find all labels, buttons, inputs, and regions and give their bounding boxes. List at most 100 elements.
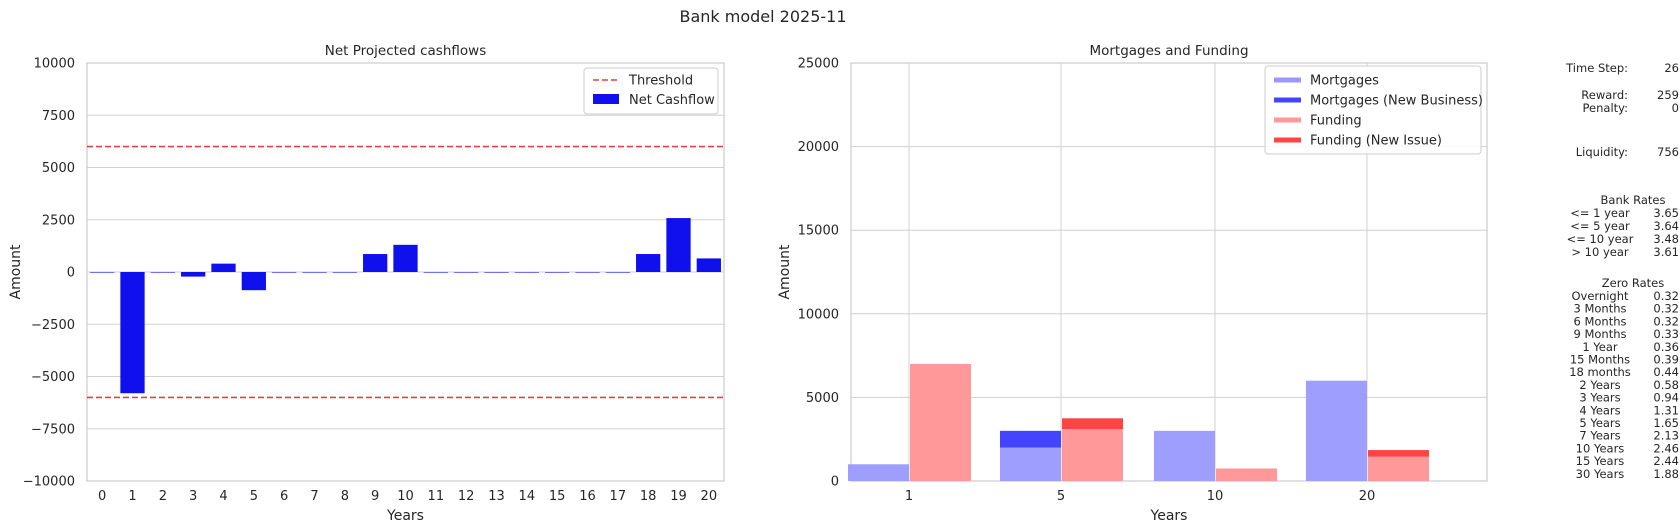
x-tick-label: 11 (428, 489, 445, 504)
x-axis-label: Years (1150, 508, 1188, 524)
zero-rate-value: 1.31 (1653, 403, 1679, 417)
x-tick-label: 3 (189, 489, 197, 504)
bar (181, 272, 206, 277)
bar-mortgages (848, 464, 909, 481)
x-tick-label: 16 (579, 489, 596, 504)
bar (454, 272, 479, 273)
zero-rate-label: 30 Years (1576, 467, 1625, 481)
legend-threshold-label: Threshold (628, 74, 693, 89)
x-tick-label: 5 (250, 489, 258, 504)
legend-label: Mortgages (New Business) (1310, 94, 1483, 109)
zero-rate-label: 4 Years (1579, 403, 1620, 417)
zero-rate-value: 0.58 (1653, 378, 1679, 392)
zero-rate-value: 0.94 (1653, 391, 1679, 405)
bar-funding-new-issue (1368, 450, 1429, 457)
bank-rate-value: 3.64 (1653, 219, 1679, 233)
y-tick-label: −5000 (31, 370, 75, 385)
chart-title: Net Projected cashflows (325, 43, 486, 59)
bar (423, 272, 448, 273)
side-panel: Time Step: 26 Reward: 259 Penalty: 0 Liquidity… (1565, 61, 1679, 481)
x-tick-label: 19 (670, 489, 687, 504)
x-tick-label: 9 (371, 489, 379, 504)
y-tick-label: 25000 (798, 57, 839, 72)
stat-label: Liquidity: (1576, 145, 1628, 159)
y-tick-label: 5000 (806, 391, 839, 406)
zero-rate-label: 7 Years (1579, 429, 1620, 443)
zero-rate-label: 18 months (1569, 365, 1631, 379)
legend-label: Funding (1310, 114, 1362, 129)
y-axis-label: Amount (8, 244, 24, 300)
y-tick-label: 20000 (798, 140, 839, 155)
stat-value: 26 (1664, 61, 1679, 75)
stat-value: 756 (1657, 145, 1679, 159)
zero-rate-label: 2 Years (1579, 378, 1620, 392)
y-tick-label: 2500 (42, 213, 75, 228)
stat-label: Reward: (1581, 88, 1628, 102)
legend-box (1264, 65, 1482, 155)
bar-mortgages (1000, 447, 1061, 481)
bar (696, 258, 721, 272)
zero-rate-value: 0.32 (1653, 302, 1679, 316)
bar (545, 272, 570, 273)
bar (484, 272, 509, 273)
bar (605, 272, 630, 273)
chart-title: Mortgages and Funding (1089, 43, 1248, 59)
y-tick-label: −10000 (23, 475, 75, 490)
zero-rate-value: 2.13 (1653, 429, 1679, 443)
x-tick-label: 5 (1057, 489, 1065, 504)
x-tick-label: 20 (701, 489, 718, 504)
x-tick-label: 15 (549, 489, 566, 504)
zero-rate-value: 1.65 (1653, 416, 1679, 430)
x-tick-label: 7 (310, 489, 318, 504)
x-tick-label: 0 (98, 489, 106, 504)
x-tick-label: 17 (610, 489, 627, 504)
bank-rate-label: <= 1 year (1570, 206, 1630, 220)
x-tick-label: 20 (1359, 489, 1376, 504)
bar (302, 272, 327, 273)
bar-funding (1216, 468, 1277, 481)
zero-rate-label: 10 Years (1576, 441, 1625, 455)
bar (666, 218, 691, 272)
figure-title: Bank model 2025-11 (679, 7, 846, 26)
zero-rate-label: 9 Months (1573, 327, 1626, 341)
bar (575, 272, 600, 273)
zero-rate-label: 6 Months (1573, 314, 1626, 328)
zero-rate-label: 15 Months (1570, 353, 1630, 367)
bank-rate-label: <= 10 year (1567, 232, 1634, 246)
x-tick-label: 6 (280, 489, 288, 504)
x-tick-label: 1 (128, 489, 136, 504)
bar (272, 272, 297, 273)
plot-frame (86, 62, 725, 482)
zero-rate-value: 0.39 (1653, 353, 1679, 367)
zero-rate-value: 2.44 (1653, 454, 1679, 468)
x-tick-label: 4 (219, 489, 227, 504)
bar (241, 272, 266, 291)
x-tick-label: 1 (905, 489, 913, 504)
bank-rate-value: 3.65 (1653, 206, 1679, 220)
legend-label: Mortgages (1310, 74, 1379, 89)
bar-mortgages (1154, 430, 1215, 481)
bar-funding (1368, 456, 1429, 481)
stat-value: 259 (1657, 88, 1679, 102)
y-tick-label: 7500 (42, 109, 75, 124)
zero-rate-value: 2.46 (1653, 441, 1679, 455)
x-tick-label: 10 (1207, 489, 1224, 504)
y-tick-label: 0 (831, 475, 839, 490)
bank-rate-label: <= 5 year (1570, 219, 1630, 233)
stat-label: Penalty: (1583, 101, 1628, 115)
zero-rate-value: 0.44 (1653, 365, 1679, 379)
bank-rate-value: 3.61 (1653, 245, 1679, 259)
bank-rates-title: Bank Rates (1601, 193, 1666, 207)
y-tick-label: −7500 (31, 422, 75, 437)
x-tick-label: 18 (640, 489, 657, 504)
y-tick-label: 5000 (42, 161, 75, 176)
bar-funding-new-issue (1062, 418, 1123, 430)
bank-rate-label: > 10 year (1571, 245, 1629, 259)
x-tick-label: 13 (488, 489, 505, 504)
bar-mortgages (1306, 380, 1367, 481)
bar (211, 263, 236, 272)
zero-rate-label: 1 Year (1582, 340, 1618, 354)
bar-funding (1062, 429, 1123, 481)
zero-rate-label: 3 Years (1579, 391, 1620, 405)
